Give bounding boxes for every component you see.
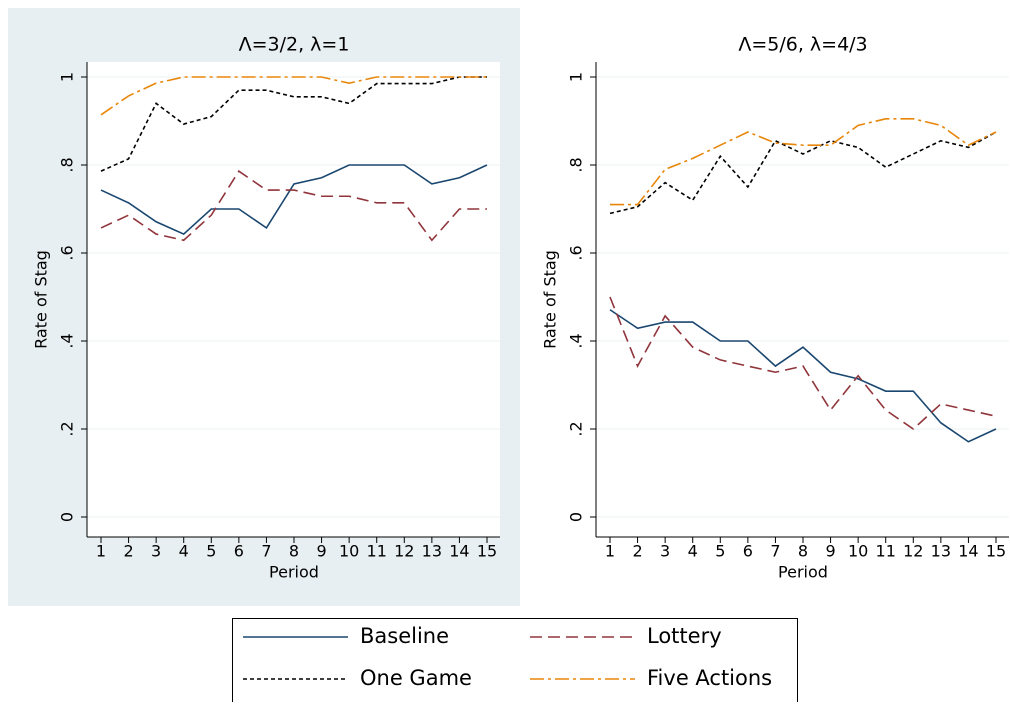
y-tick-label: .8 — [58, 157, 77, 172]
x-tick-label: 10 — [339, 542, 359, 561]
y-tick-label: 0 — [567, 512, 586, 522]
chart-title: Λ=5/6, λ=4/3 — [738, 34, 867, 56]
y-tick-label: 1 — [567, 72, 586, 82]
line-series — [609, 131, 997, 215]
x-tick-label: 12 — [903, 542, 923, 561]
legend-label: One Game — [360, 666, 472, 690]
chart-title: Λ=3/2, λ=1 — [239, 34, 350, 56]
x-tick-label: 4 — [688, 542, 698, 561]
y-tick-label: .2 — [567, 421, 586, 436]
y-tick-label: .2 — [58, 421, 77, 436]
x-tick-label: 6 — [743, 542, 753, 561]
x-axis-label: Period — [269, 563, 319, 582]
x-tick-label: 2 — [123, 542, 133, 561]
x-tick-label: 8 — [798, 542, 808, 561]
line-series — [100, 170, 487, 242]
x-tick-label: 11 — [367, 542, 387, 561]
y-tick-label: 1 — [58, 72, 77, 82]
x-tick-label: 14 — [449, 542, 469, 561]
x-tick-label: 12 — [394, 542, 414, 561]
x-tick-label: 5 — [206, 542, 216, 561]
y-tick-label: .6 — [567, 245, 586, 260]
x-tick-label: 2 — [632, 542, 642, 561]
legend-label: Five Actions — [647, 666, 772, 690]
line-series — [609, 296, 997, 431]
y-tick-label: .8 — [567, 157, 586, 172]
x-tick-label: 7 — [261, 542, 271, 561]
x-tick-label: 9 — [316, 542, 326, 561]
x-tick-label: 7 — [770, 542, 780, 561]
line-series — [100, 164, 488, 236]
x-tick-label: 4 — [179, 542, 189, 561]
x-tick-label: 9 — [825, 542, 835, 561]
x-tick-label: 3 — [151, 542, 161, 561]
legend-label: Baseline — [360, 624, 449, 648]
y-tick-label: .4 — [58, 333, 77, 348]
y-tick-label: 0 — [58, 512, 77, 522]
y-axis-label: Rate of Stag — [541, 250, 560, 349]
y-tick-label: .6 — [58, 245, 77, 260]
legend-label: Lottery — [647, 624, 722, 648]
x-tick-label: 13 — [422, 542, 442, 561]
x-tick-label: 13 — [931, 542, 951, 561]
line-series — [610, 118, 997, 206]
x-tick-label: 15 — [986, 542, 1006, 561]
line-series — [100, 76, 487, 116]
x-tick-label: 6 — [234, 542, 244, 561]
x-tick-label: 15 — [477, 542, 497, 561]
x-tick-label: 3 — [660, 542, 670, 561]
x-tick-label: 8 — [289, 542, 299, 561]
y-axis-label: Rate of Stag — [32, 250, 51, 349]
x-tick-label: 5 — [715, 542, 725, 561]
line-series — [609, 309, 997, 443]
x-tick-label: 1 — [96, 542, 106, 561]
line-series — [100, 76, 487, 172]
x-tick-label: 11 — [876, 542, 896, 561]
legend-box — [232, 618, 798, 703]
x-tick-label: 10 — [848, 542, 868, 561]
x-tick-label: 1 — [605, 542, 615, 561]
x-tick-label: 14 — [958, 542, 978, 561]
y-tick-label: .4 — [567, 333, 586, 348]
x-axis-label: Period — [778, 563, 828, 582]
plot-background — [87, 62, 500, 537]
